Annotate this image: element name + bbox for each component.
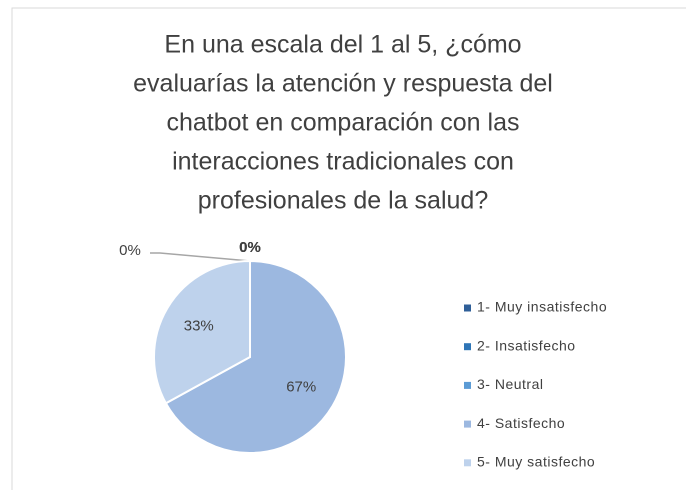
chart-title: chatbot en comparación con las <box>167 109 520 137</box>
legend-swatch <box>464 343 471 351</box>
legend-swatch <box>464 420 471 428</box>
data-label: 0% <box>239 239 261 256</box>
legend-label: 4- Satisfecho <box>477 415 565 431</box>
pie-slice <box>164 259 347 454</box>
data-label: 67% <box>286 378 316 395</box>
legend-label: 2- Insatisfecho <box>477 337 576 353</box>
data-label: 33% <box>184 318 214 335</box>
legend-swatch <box>464 459 471 467</box>
chart-title: evaluarías la atención y respuesta del <box>133 70 553 98</box>
chart-title: interacciones tradicionales con <box>172 148 514 176</box>
data-label: 0% <box>239 239 261 256</box>
legend-label: 3- Neutral <box>477 376 543 392</box>
legend-swatch <box>464 381 471 389</box>
data-label: 0% <box>119 242 141 259</box>
pie-slice <box>153 259 251 405</box>
legend-swatch <box>464 304 471 312</box>
legend-label: 1- Muy insatisfecho <box>477 299 607 315</box>
chart-title: profesionales de la salud? <box>198 187 488 215</box>
leader-line <box>150 252 251 262</box>
legend-label: 5- Muy satisfecho <box>477 454 595 470</box>
chart-title: En una escala del 1 al 5, ¿cómo <box>164 31 521 59</box>
chart-frame <box>11 7 686 495</box>
